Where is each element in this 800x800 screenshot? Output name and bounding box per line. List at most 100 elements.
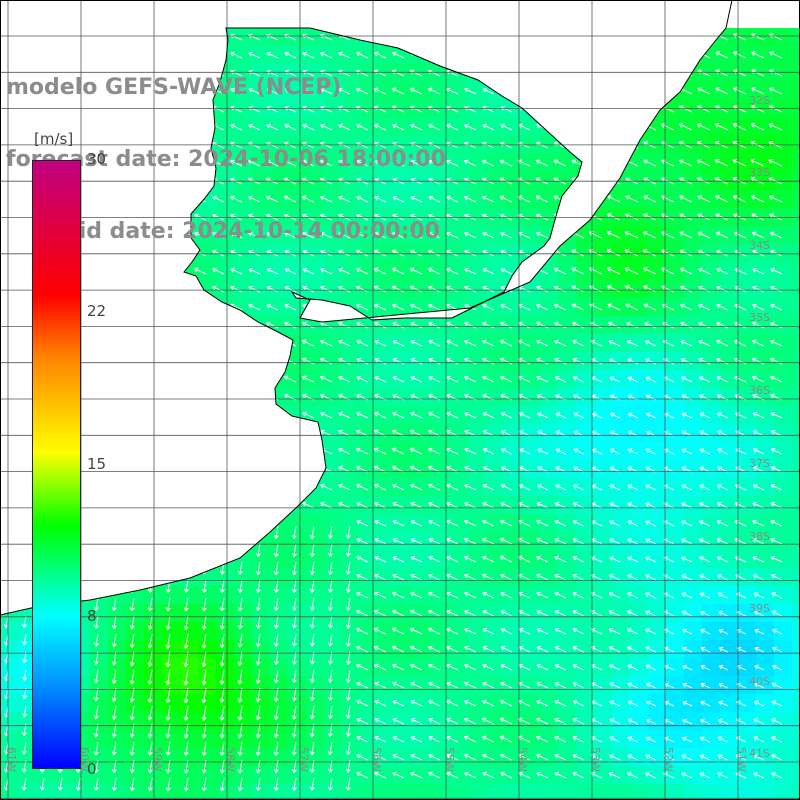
wind-arrow	[732, 195, 747, 203]
wind-speed-cell	[486, 694, 505, 713]
wind-speed-cell	[558, 298, 577, 317]
wind-speed-cell	[180, 640, 199, 659]
wind-arrow	[255, 741, 261, 756]
wind-speed-cell	[414, 334, 433, 353]
lat-label-32s: 32S	[749, 94, 770, 107]
wind-speed-cell	[306, 388, 325, 407]
wind-speed-cell	[396, 604, 415, 623]
wind-arrow	[699, 556, 711, 563]
wind-arrow	[482, 645, 495, 653]
wind-speed-cell	[738, 316, 757, 335]
wind-arrow	[93, 723, 99, 738]
wind-arrow	[129, 723, 135, 738]
wind-speed-cell	[414, 658, 433, 677]
wind-arrow	[645, 610, 657, 617]
wind-arrow	[338, 321, 351, 329]
wind-arrow	[147, 705, 153, 721]
wind-speed-cell	[666, 550, 685, 569]
wind-speed-cell	[288, 190, 307, 209]
wind-speed-cell	[612, 550, 631, 569]
wind-speed-cell	[684, 352, 703, 371]
wind-speed-cell	[684, 550, 703, 569]
wind-speed-cell	[504, 784, 523, 800]
wind-arrow	[699, 574, 711, 581]
wind-arrow	[753, 736, 765, 743]
wind-speed-cell	[306, 694, 325, 713]
colorbar-tick-30: 30	[87, 150, 107, 168]
wind-speed-cell	[756, 766, 775, 785]
wind-arrow	[625, 303, 639, 311]
wind-speed-cell	[378, 298, 397, 317]
wind-speed-cell	[792, 280, 800, 299]
wind-speed-cell	[324, 406, 343, 425]
wind-speed-cell	[576, 532, 595, 551]
wind-speed-cell	[702, 496, 721, 515]
wind-speed-cell	[252, 712, 271, 731]
wind-arrow	[410, 141, 423, 149]
wind-arrow	[518, 484, 531, 491]
wind-speed-cell	[684, 226, 703, 245]
lon-label-54w: 54W	[516, 747, 529, 772]
wind-arrow	[392, 123, 405, 131]
wind-arrow	[481, 519, 495, 527]
wind-speed-cell	[720, 676, 739, 695]
wind-speed-cell	[252, 766, 271, 785]
wind-arrow	[165, 687, 171, 704]
wind-arrow	[237, 561, 243, 575]
wind-arrow	[645, 556, 657, 563]
wind-speed-cell	[558, 622, 577, 641]
wind-speed-cell	[378, 676, 397, 695]
wind-speed-cell	[288, 712, 307, 731]
wind-arrow	[553, 285, 567, 293]
wind-arrow	[536, 699, 549, 707]
wind-arrow	[409, 267, 423, 275]
wind-speed-cell	[522, 784, 541, 800]
wind-arrow	[698, 285, 711, 293]
wind-arrow	[237, 633, 243, 648]
wind-arrow	[183, 741, 189, 756]
wind-speed-cell	[450, 424, 469, 443]
wind-arrow	[219, 705, 225, 721]
wind-speed-cell	[666, 658, 685, 677]
wind-arrow	[700, 646, 711, 653]
wind-speed-cell	[684, 100, 703, 119]
wind-arrow	[536, 285, 549, 293]
wind-arrow	[356, 375, 369, 383]
lat-label-38s: 38S	[749, 530, 770, 543]
wind-speed-cell	[504, 586, 523, 605]
wind-arrow	[500, 573, 513, 581]
wind-arrow	[752, 321, 765, 329]
wind-speed-cell	[666, 244, 685, 263]
wind-speed-cell	[702, 316, 721, 335]
wind-arrow	[22, 633, 28, 646]
wind-arrow	[291, 597, 297, 611]
wind-arrow	[291, 687, 297, 702]
wind-speed-cell	[648, 262, 667, 281]
wind-arrow	[283, 195, 297, 203]
wind-arrow	[682, 646, 693, 653]
wind-arrow	[356, 699, 369, 707]
wind-arrow	[752, 375, 765, 383]
wind-arrow	[273, 777, 279, 791]
wind-speed-cell	[342, 190, 361, 209]
wind-speed-cell	[180, 766, 199, 785]
wind-arrow	[446, 573, 459, 581]
wind-arrow	[373, 663, 387, 671]
wind-arrow	[428, 231, 441, 239]
wind-arrow	[768, 195, 783, 203]
wind-arrow	[519, 448, 531, 455]
wind-speed-cell	[540, 676, 559, 695]
wind-speed-cell	[468, 784, 487, 800]
wind-speed-cell	[306, 82, 325, 101]
wind-speed-cell	[540, 496, 559, 515]
wind-speed-cell	[558, 766, 577, 785]
wind-speed-cell	[756, 82, 775, 101]
wind-speed-cell	[702, 550, 721, 569]
wind-speed-cell	[486, 424, 505, 443]
wind-speed-cell	[288, 568, 307, 587]
wind-speed-cell	[576, 370, 595, 389]
wind-arrow	[734, 556, 747, 563]
wind-arrow	[499, 537, 513, 545]
wind-speed-cell	[720, 694, 739, 713]
wind-arrow	[769, 69, 783, 77]
